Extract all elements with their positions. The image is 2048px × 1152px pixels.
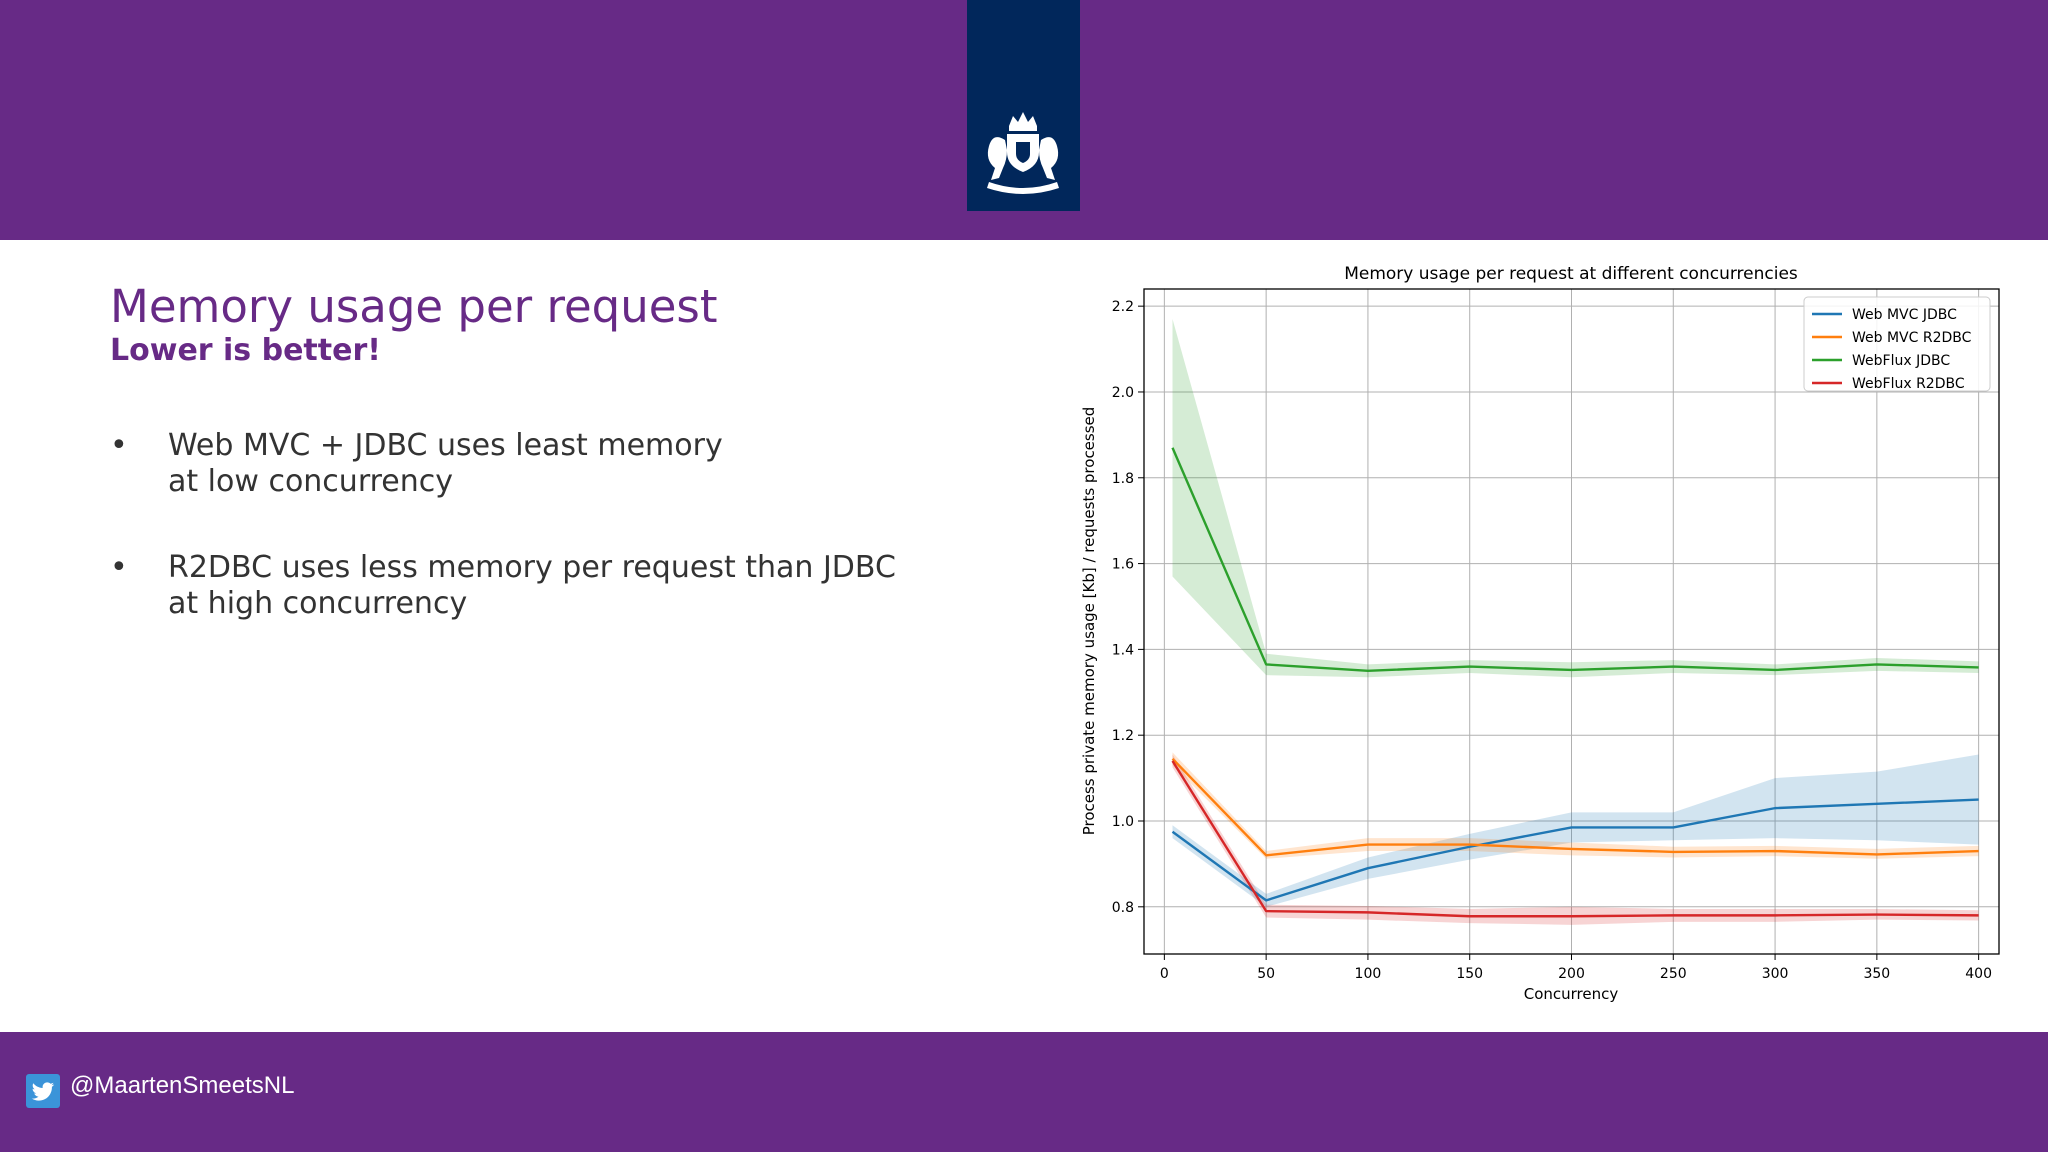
series-line [1171,447,1979,673]
y-tick-label: 1.0 [1112,814,1134,830]
x-tick-label: 250 [1660,966,1687,982]
y-tick-label: 2.0 [1112,385,1134,401]
bullet-line: Web MVC + JDBC uses least memory [168,428,723,463]
confidence-bands [1172,319,1979,925]
legend-label: Web MVC JDBC [1852,307,1957,323]
logo-box [967,0,1080,211]
y-axis-ticks: 0.8 1.0 1.2 1.4 1.6 1.8 2.0 2.2 [1112,299,1144,916]
x-tick-label: 100 [1355,966,1382,982]
y-tick-label: 2.2 [1112,299,1134,315]
series-line [1171,757,1979,857]
x-axis-label: Concurrency [1524,985,1619,1003]
x-tick-label: 0 [1160,966,1169,982]
bullet-text: R2DBC uses less memory per request than … [168,550,896,622]
chart-grid [1144,289,1999,954]
confidence-band [1172,319,1979,678]
bullet-line: at high concurrency [168,586,468,621]
twitter-bird-icon[interactable] [26,1074,60,1108]
confidence-band [1172,754,1979,907]
footer-band [0,1032,2048,1152]
legend-label: WebFlux R2DBC [1852,376,1965,392]
y-tick-label: 1.6 [1112,557,1134,573]
legend-label: WebFlux JDBC [1852,353,1950,369]
x-tick-label: 350 [1863,966,1890,982]
bullet-line: R2DBC uses less memory per request than … [168,550,896,585]
y-tick-label: 1.4 [1112,642,1134,658]
legend-label: Web MVC R2DBC [1852,330,1972,346]
slide-title: Memory usage per request [110,280,718,333]
twitter-handle[interactable]: @MaartenSmeetsNL [70,1072,295,1099]
series-line [1171,760,1979,918]
memory-usage-chart: 0 50 100 150 200 250 300 350 400 0.8 1.0 1.2 1.4 1.6… [1070,255,2030,1015]
bullet-line: at low concurrency [168,464,454,499]
x-axis-ticks: 0 50 100 150 200 250 300 350 400 [1160,954,1992,982]
bullet-item: • Web MVC + JDBC uses least memory at lo… [110,428,960,508]
series-line [1171,798,1979,902]
series-lines [1171,447,1979,918]
y-tick-label: 1.2 [1112,728,1134,744]
x-tick-label: 150 [1456,966,1483,982]
coat-of-arms-icon [987,112,1059,194]
bullet-text: Web MVC + JDBC uses least memory at low … [168,428,723,500]
y-axis-label: Process private memory usage [Kb] / requ… [1080,407,1098,836]
y-tick-label: 1.8 [1112,471,1134,487]
legend-box [1803,296,1991,392]
twitter-bird-glyph [31,1082,55,1101]
x-tick-label: 400 [1965,966,1992,982]
chart-svg: 0 50 100 150 200 250 300 350 400 0.8 1.0 1.2 1.4 1.6… [1080,264,2000,1003]
bullet-marker: • [110,428,128,463]
x-tick-label: 200 [1558,966,1585,982]
x-tick-label: 300 [1762,966,1789,982]
chart-title: Memory usage per request at different co… [1344,264,1798,284]
x-tick-label: 50 [1257,966,1275,982]
bullet-item: • R2DBC uses less memory per request tha… [110,550,960,630]
chart-legend: Web MVC JDBC Web MVC R2DBC WebFlux JDBC Web… [1803,296,1991,392]
bullet-marker: • [110,550,128,585]
slide-subtitle: Lower is better! [110,333,381,368]
y-tick-label: 0.8 [1112,900,1134,916]
